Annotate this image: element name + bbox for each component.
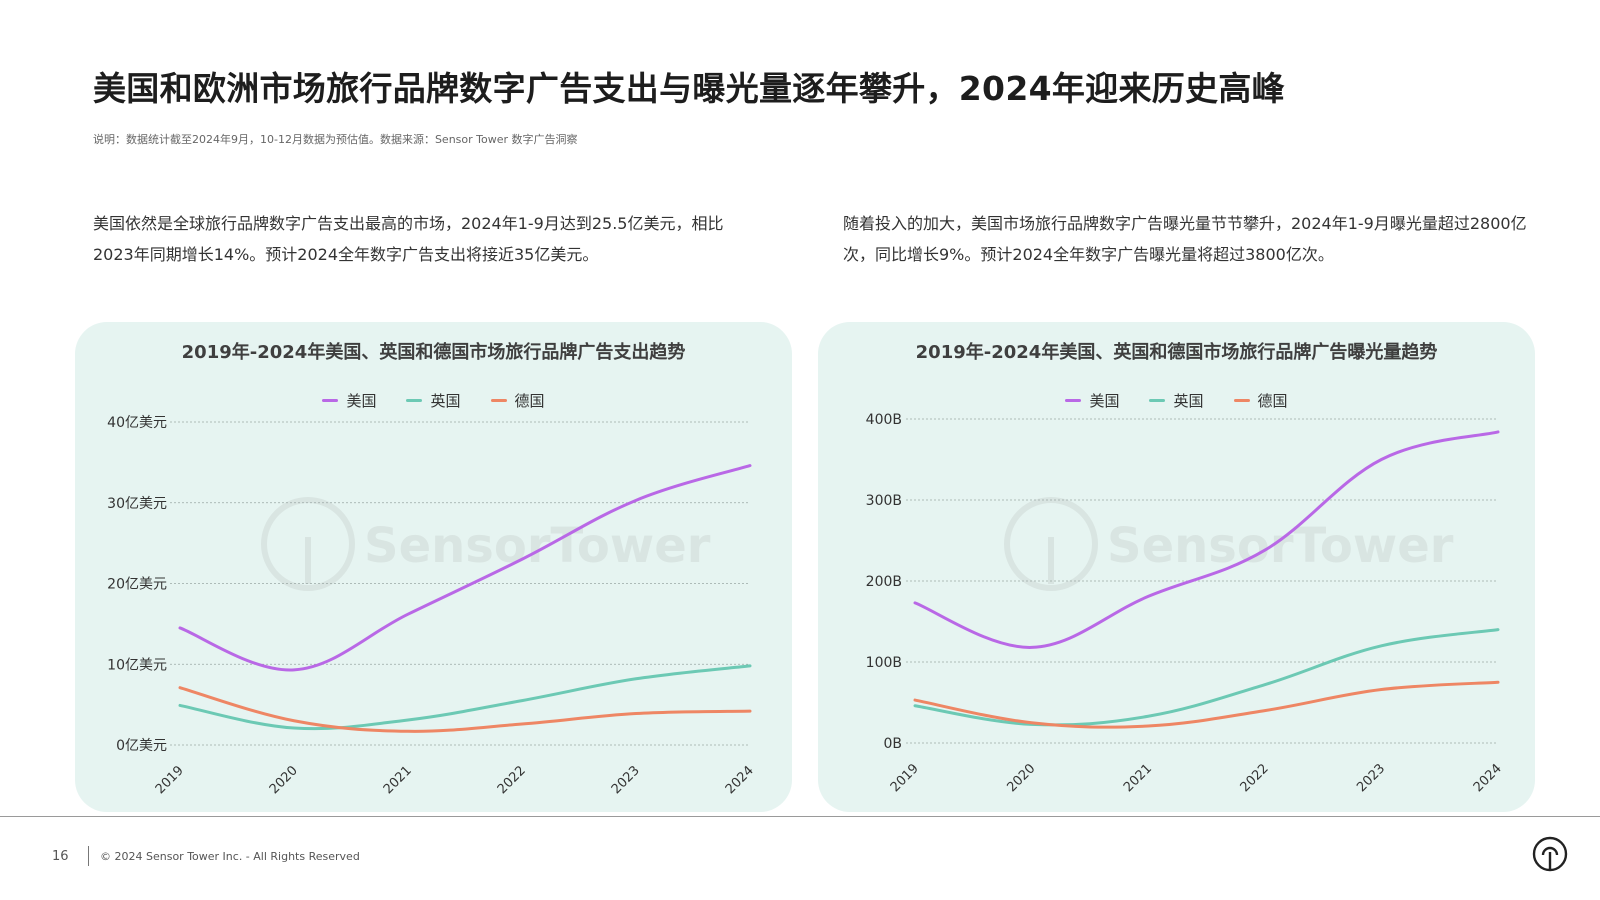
series-line-0 [178, 464, 752, 672]
y-tick-label: 10亿美元 [107, 657, 167, 673]
legend-swatch-de [1233, 399, 1250, 402]
legend-label-de: 德国 [1257, 392, 1288, 410]
watermark: SensorTower [261, 497, 711, 591]
y-tick-label: 0亿美元 [116, 738, 167, 754]
impressions-chart-card: 2019年-2024年美国、英国和德国市场旅行品牌广告曝光量趋势 美国 英国 德… [818, 322, 1535, 812]
series-line-0 [913, 430, 1500, 649]
legend-item-us: 美国 [322, 390, 376, 411]
data-note: 说明：数据统计截至2024年9月，10-12月数据为预估值。数据来源：Senso… [93, 133, 578, 146]
x-tick-label: 2022 [1238, 761, 1272, 795]
y-tick-label: 200B [866, 574, 902, 590]
chart-title: 2019年-2024年美国、英国和德国市场旅行品牌广告曝光量趋势 [915, 342, 1438, 363]
legend-label-us: 美国 [346, 392, 377, 410]
x-tick-label: 2020 [267, 763, 301, 797]
page-number: 16 [52, 849, 69, 864]
legend-swatch-us [1065, 399, 1082, 402]
footer-divider [0, 816, 1600, 817]
legend-swatch-uk [1149, 399, 1166, 402]
legend-item-uk: 英国 [1149, 390, 1204, 411]
series-line-2 [913, 680, 1500, 729]
legend-item-uk: 英国 [406, 390, 461, 411]
x-tick-label: 2021 [1121, 761, 1155, 795]
description-impressions: 随着投入的加大，美国市场旅行品牌数字广告曝光量节节攀升，2024年1-9月曝光量… [843, 214, 1527, 264]
legend-label-us: 美国 [1089, 392, 1120, 410]
watermark: SensorTower [1004, 497, 1454, 591]
chart-title: 2019年-2024年美国、英国和德国市场旅行品牌广告支出趋势 [181, 342, 686, 363]
legend-label-uk: 英国 [430, 392, 461, 410]
y-tick-label: 40亿美元 [107, 415, 167, 431]
x-tick-label: 2020 [1004, 761, 1038, 795]
legend-item-de: 德国 [1233, 390, 1288, 411]
legend-label-de: 德国 [514, 392, 545, 410]
sensor-tower-logo-icon [1532, 836, 1568, 872]
legend-item-de: 德国 [490, 390, 545, 411]
watermark-text: SensorTower [364, 518, 711, 574]
copyright: © 2024 Sensor Tower Inc. - All Rights Re… [100, 850, 360, 863]
y-tick-label: 30亿美元 [107, 496, 167, 512]
spend-chart-card: 2019年-2024年美国、英国和德国市场旅行品牌广告支出趋势 美国 英国 德国… [75, 322, 792, 812]
x-tick-label: 2019 [153, 763, 187, 797]
legend-item-us: 美国 [1065, 390, 1119, 411]
y-tick-label: 20亿美元 [107, 577, 167, 593]
footer-separator [88, 846, 89, 866]
watermark-text: SensorTower [1107, 518, 1454, 574]
y-tick-label: 0B [883, 736, 902, 752]
x-tick-label: 2021 [381, 763, 415, 797]
spend-line-chart: SensorTower 0亿美元 10亿美元 20亿美元 30亿美元 40亿美元 2019 2… [107, 415, 757, 797]
x-tick-label: 2019 [888, 761, 922, 795]
y-tick-label: 100B [866, 655, 902, 671]
legend-swatch-de [490, 399, 507, 402]
series-line-1 [178, 664, 752, 731]
legend-label-uk: 英国 [1173, 392, 1204, 410]
watermark-logo-icon [261, 497, 355, 591]
series-line-1 [913, 628, 1500, 727]
impressions-line-chart: SensorTower 0B 100B 200B 300B 400B 2019 2020 202… [866, 412, 1505, 795]
legend-swatch-uk [406, 399, 423, 402]
x-tick-label: 2024 [1471, 761, 1505, 795]
page-title: 美国和欧洲市场旅行品牌数字广告支出与曝光量逐年攀升，2024年迎来历史高峰 [93, 69, 1285, 108]
description-spend: 美国依然是全球旅行品牌数字广告支出最高的市场，2024年1-9月达到25.5亿美… [93, 214, 724, 264]
legend-swatch-us [322, 399, 339, 402]
x-tick-label: 2024 [723, 763, 757, 797]
y-tick-label: 400B [866, 412, 902, 428]
y-tick-label: 300B [866, 493, 902, 509]
chart-legend: 美国 英国 德国 [75, 390, 792, 411]
x-tick-label: 2023 [609, 763, 643, 797]
chart-legend: 美国 英国 德国 [818, 390, 1535, 411]
series-line-2 [178, 686, 752, 733]
x-tick-label: 2022 [495, 763, 529, 797]
x-tick-label: 2023 [1354, 761, 1388, 795]
